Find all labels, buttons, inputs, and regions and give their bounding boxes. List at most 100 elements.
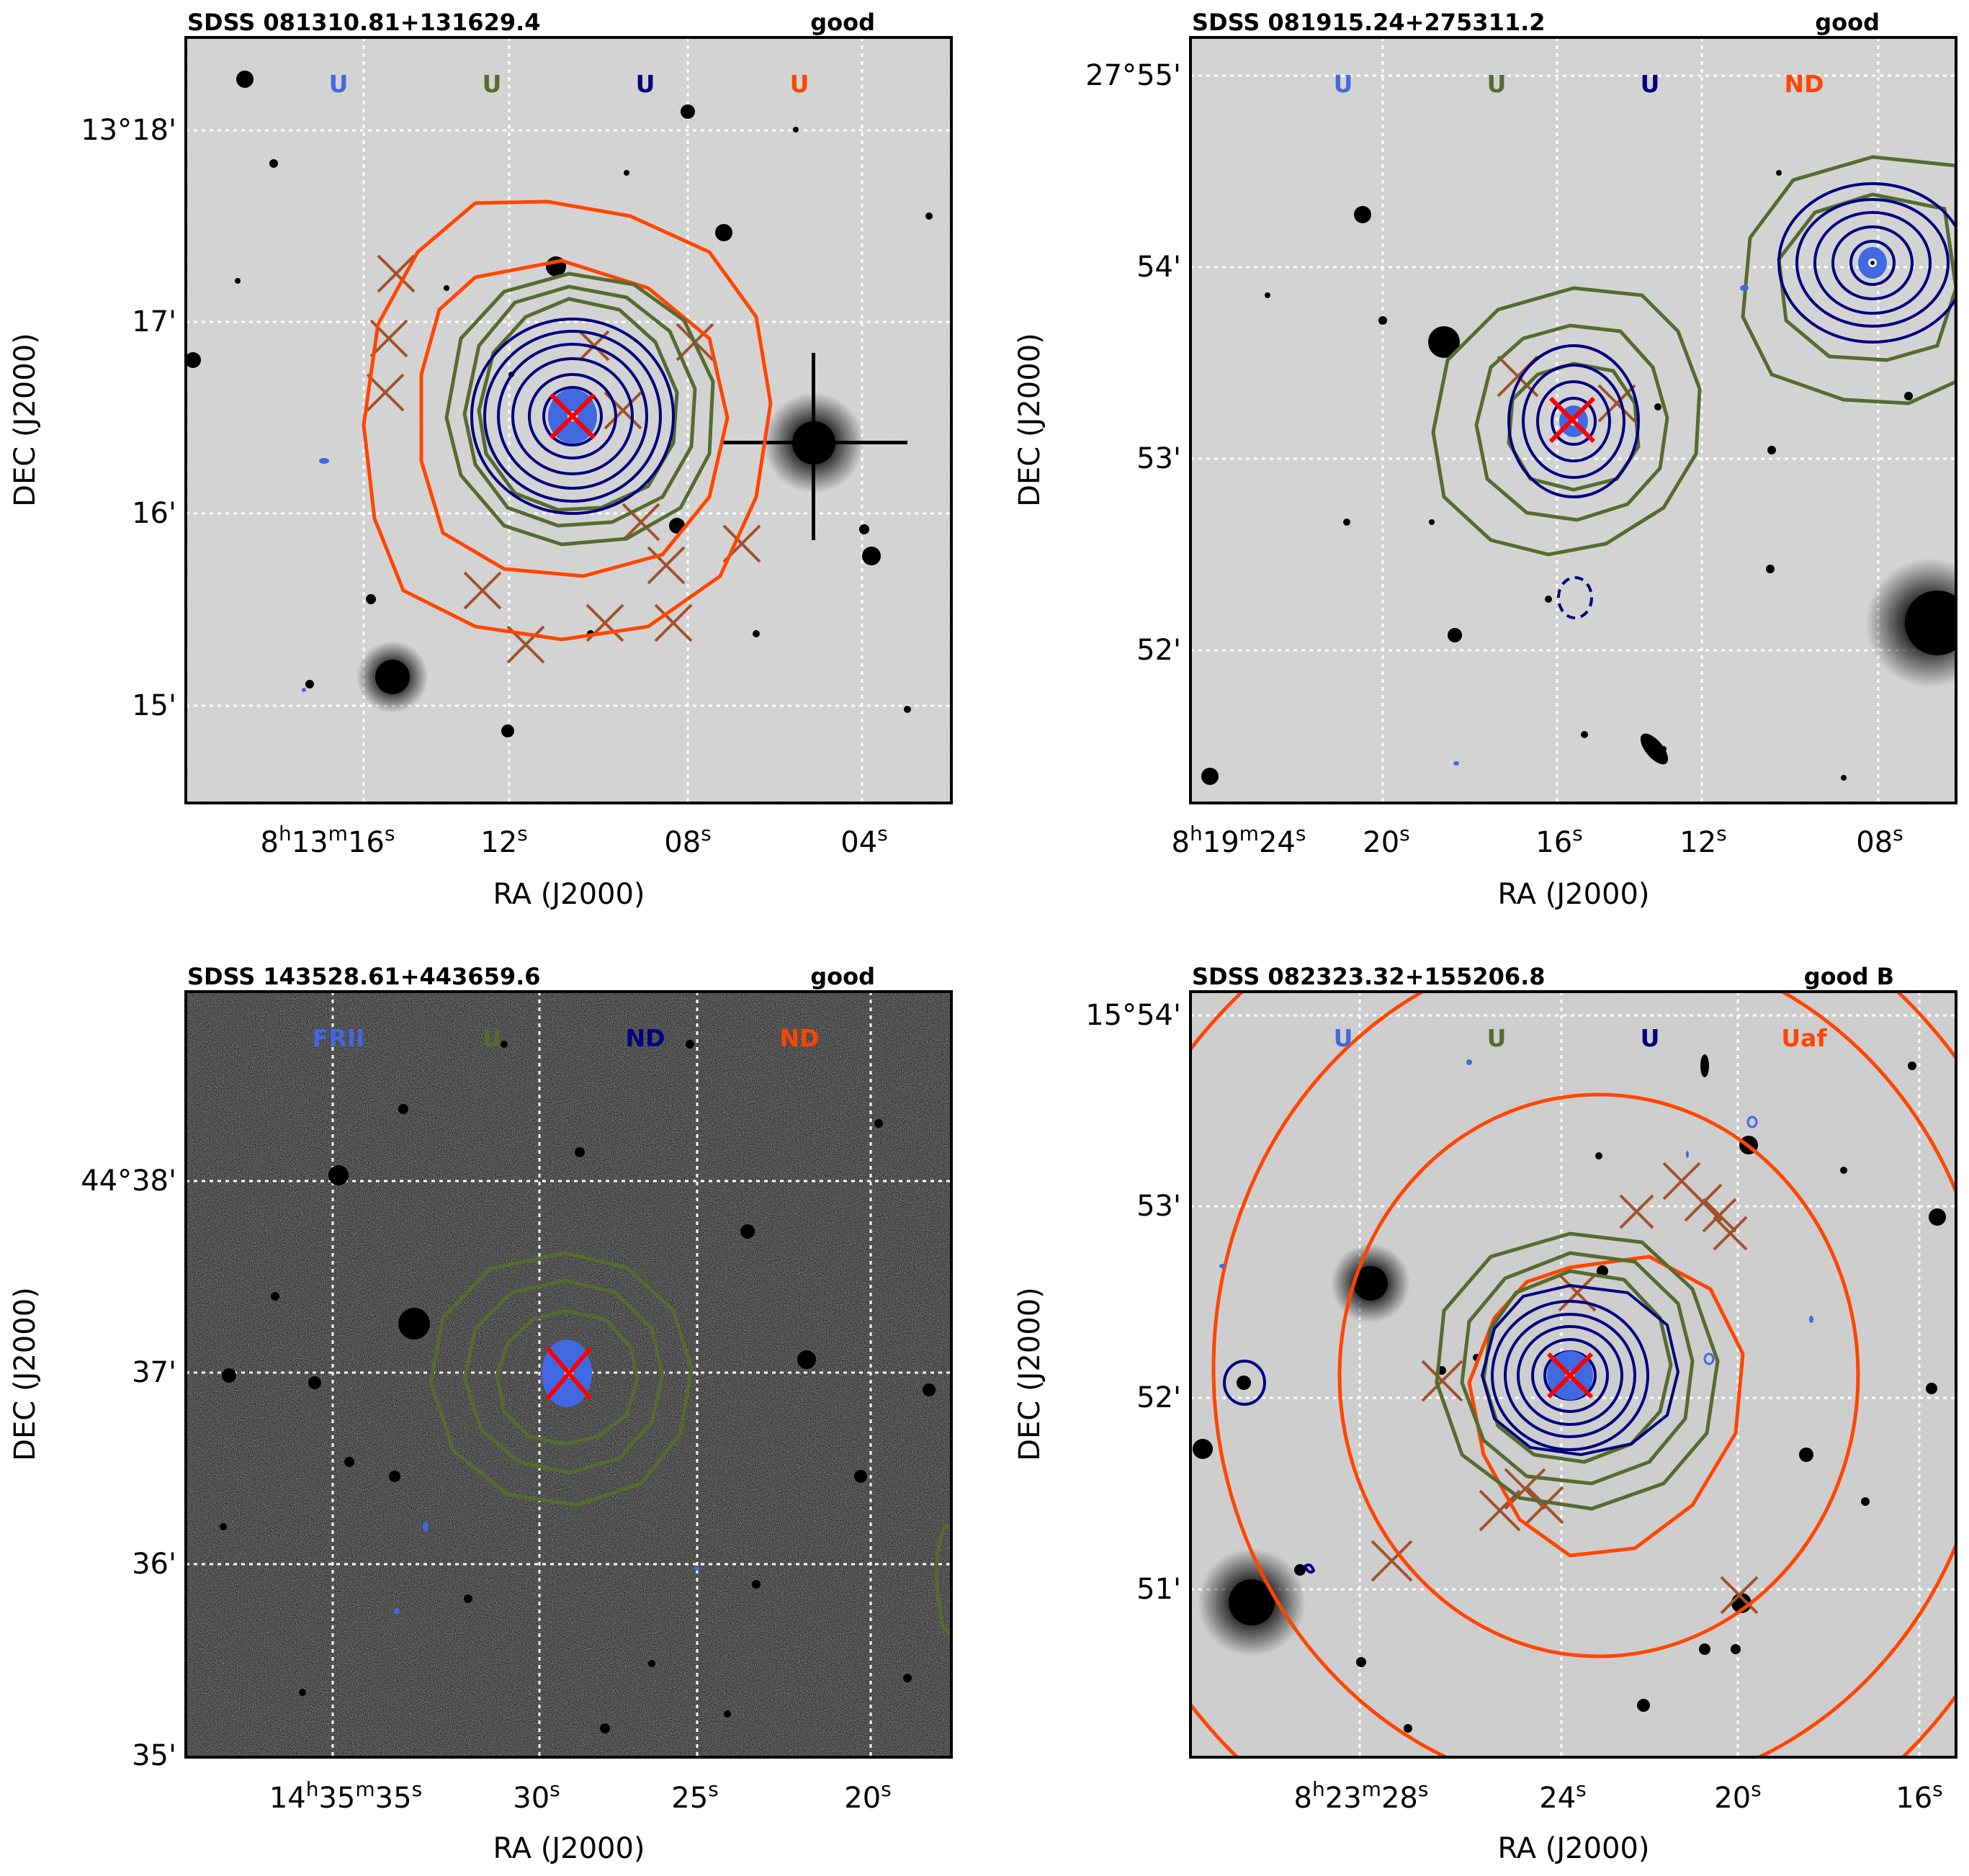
dec-tick: 44°38'	[81, 1164, 176, 1198]
flag-navy: U	[1641, 1024, 1660, 1052]
sky-image: FRII U ND ND	[186, 992, 951, 1757]
ra-ticks: 14h35m35s 30s 25s 20s	[269, 1777, 892, 1815]
ra-tick: 20s	[1363, 822, 1410, 859]
ra-tick: 30s	[513, 1777, 560, 1815]
field-stars	[1193, 1054, 1946, 1733]
y-axis-label: DEC (J2000)	[9, 333, 42, 507]
panel-1: SDSS 081310.81+131629.4 good	[9, 9, 953, 911]
dec-tick: 37'	[132, 1356, 176, 1389]
dec-tick: 15°54'	[1085, 999, 1181, 1032]
flag-green: U	[1487, 70, 1507, 98]
panel-3: SDSS 143528.61+443659.6 good	[9, 963, 953, 1865]
flag-navy: U	[636, 70, 655, 98]
dec-tick: 17'	[132, 305, 176, 338]
ra-tick: 8h19m24s	[1172, 822, 1306, 859]
x-axis-label: RA (J2000)	[493, 878, 645, 911]
catalog-crosses	[1371, 1162, 1759, 1615]
flag-navy: ND	[625, 1024, 665, 1052]
dec-tick: 52'	[1136, 1381, 1181, 1414]
x-axis-label: RA (J2000)	[1497, 878, 1649, 911]
ra-ticks: 8h13m16s 12s 08s 04s	[261, 822, 888, 859]
flag-navy: U	[1641, 70, 1660, 98]
ra-tick: 12s	[480, 822, 528, 859]
field-stars	[220, 1040, 936, 1733]
axes-frame	[1189, 36, 1957, 804]
ra-tick: 25s	[671, 1777, 719, 1815]
radio-source	[394, 1339, 700, 1614]
flag-radio: U	[1334, 1024, 1353, 1052]
panel-title: SDSS 143528.61+443659.6	[187, 963, 541, 990]
y-axis-label: DEC (J2000)	[9, 1287, 42, 1461]
flag-orange: ND	[1784, 70, 1824, 98]
y-axis-label: DEC (J2000)	[1013, 1287, 1046, 1461]
dec-tick: 36'	[132, 1548, 176, 1581]
dec-ticks: 13°18' 17' 16' 15'	[81, 114, 176, 722]
quality-label: good	[810, 963, 875, 990]
dec-tick: 53'	[1136, 442, 1181, 475]
ra-tick: 8h13m16s	[261, 822, 395, 859]
x-axis-label: RA (J2000)	[493, 1832, 645, 1865]
dec-ticks: 27°55' 54' 53' 52'	[1085, 59, 1181, 667]
ra-ticks: 8h19m24s 20s 16s 12s 08s	[1172, 822, 1903, 859]
green-contours	[429, 1251, 951, 1638]
ra-tick: 20s	[1714, 1777, 1762, 1815]
radio-source	[302, 389, 597, 692]
ra-tick: 08s	[664, 822, 712, 859]
coordinate-grid	[186, 992, 951, 1757]
dec-tick: 35'	[132, 1739, 176, 1772]
flag-green: U	[483, 1024, 502, 1052]
dec-tick: 53'	[1136, 1190, 1181, 1223]
axes-frame	[184, 990, 953, 1759]
ra-tick: 8h23m28s	[1294, 1777, 1429, 1815]
dec-ticks: 44°38' 37' 36' 35'	[81, 1164, 176, 1772]
ra-tick: 14h35m35s	[269, 1777, 422, 1815]
navy-contours	[470, 318, 675, 515]
dec-tick: 13°18'	[81, 114, 176, 147]
panel-title: SDSS 081310.81+131629.4	[187, 9, 541, 36]
sky-image: U U U U	[186, 37, 951, 803]
flag-green: U	[483, 70, 502, 98]
catalog-crosses	[366, 254, 761, 664]
sky-image: U U U Uaf	[1190, 992, 1956, 1757]
flag-radio: U	[1334, 70, 1353, 98]
radio-source	[1453, 247, 1887, 766]
ra-tick: 08s	[1856, 822, 1903, 859]
dec-tick: 16'	[132, 497, 176, 530]
dec-tick: 54'	[1136, 251, 1181, 284]
dec-tick: 52'	[1136, 634, 1181, 667]
panel-2: SDSS 081915.24+275311.2 good	[1013, 9, 1957, 911]
flag-radio: U	[329, 70, 349, 98]
orange-contours	[362, 199, 773, 642]
flag-orange: U	[790, 70, 809, 98]
ra-tick: 16s	[1896, 1777, 1943, 1815]
x-axis-label: RA (J2000)	[1497, 1832, 1649, 1865]
panel-title: SDSS 081915.24+275311.2	[1192, 9, 1546, 36]
dec-tick: 27°55'	[1085, 59, 1181, 92]
flag-orange: Uaf	[1781, 1024, 1827, 1052]
quality-label: good B	[1804, 963, 1894, 990]
navy-contours	[1507, 182, 1956, 619]
dec-tick: 15'	[132, 689, 176, 722]
field-stars	[1201, 170, 1956, 785]
quality-label: good	[810, 9, 875, 36]
radio-source	[1219, 1059, 1813, 1400]
axes-frame	[1189, 990, 1957, 1759]
ra-ticks: 8h23m28s 24s 20s 16s	[1294, 1777, 1943, 1815]
dec-ticks: 15°54' 53' 52' 51'	[1085, 999, 1181, 1606]
panel-title: SDSS 082323.32+155206.8	[1192, 963, 1546, 990]
flag-radio: FRII	[313, 1024, 365, 1052]
panel-4: SDSS 082323.32+155206.8 good B	[1013, 963, 1957, 1865]
sky-image: U U U ND	[1190, 37, 1956, 803]
dec-tick: 51'	[1136, 1573, 1181, 1606]
green-contours	[1431, 155, 1956, 557]
green-contours	[444, 271, 715, 547]
ra-tick: 24s	[1539, 1777, 1587, 1815]
axes-frame	[184, 36, 953, 804]
ra-tick: 20s	[844, 1777, 892, 1815]
coordinate-grid	[1190, 37, 1956, 803]
ra-tick: 12s	[1679, 822, 1727, 859]
flag-green: U	[1487, 1024, 1507, 1052]
ra-tick: 16s	[1535, 822, 1583, 859]
quality-label: good	[1815, 9, 1880, 36]
